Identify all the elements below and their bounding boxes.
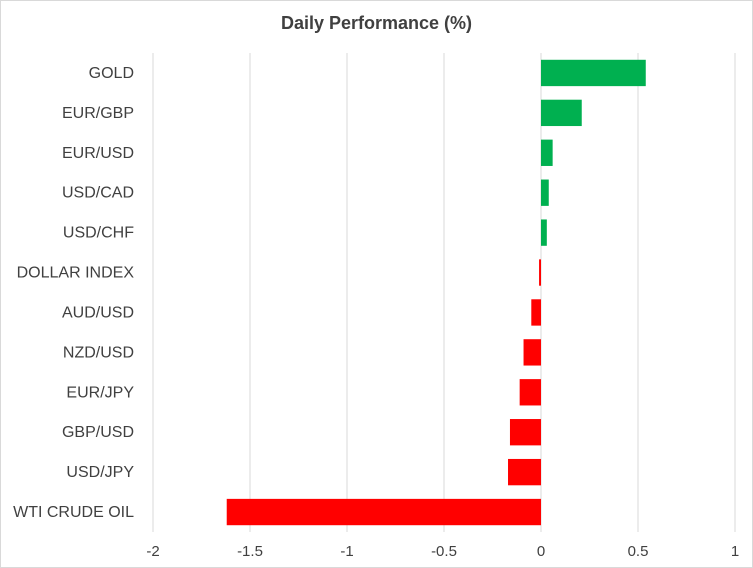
category-label: NZD/USD (63, 344, 134, 361)
bar (539, 259, 541, 286)
bar (541, 99, 582, 127)
bar (226, 498, 541, 526)
category-label: EUR/USD (62, 145, 134, 162)
category-label: GBP/USD (62, 424, 134, 441)
bar (541, 219, 547, 246)
bar (519, 379, 541, 406)
x-tick-label: 0.5 (628, 543, 649, 560)
x-tick-label: -1.5 (237, 543, 263, 560)
chart-title: Daily Performance (%) (280, 13, 473, 33)
x-tick-label: 1 (731, 543, 739, 560)
x-tick-label: -1 (340, 543, 353, 560)
category-label: EUR/GBP (62, 105, 134, 122)
category-label: DOLLAR INDEX (17, 265, 135, 282)
category-label: GOLD (89, 65, 134, 82)
category-label: EUR/JPY (66, 384, 134, 401)
x-tick-label: -0.5 (431, 543, 457, 560)
x-tick-label: -2 (146, 543, 159, 560)
category-label: WTI CRUDE OIL (13, 504, 134, 521)
bar (541, 59, 646, 87)
category-label: AUD/USD (62, 304, 134, 321)
bar (531, 299, 541, 326)
bar (541, 179, 549, 206)
bar (541, 139, 553, 166)
category-label: USD/JPY (66, 464, 134, 481)
x-tick-label: 0 (537, 543, 545, 560)
bar (508, 458, 541, 486)
bar (523, 339, 541, 366)
category-label: USD/CAD (62, 185, 134, 202)
category-label: USD/CHF (63, 225, 134, 242)
bar (509, 419, 541, 446)
